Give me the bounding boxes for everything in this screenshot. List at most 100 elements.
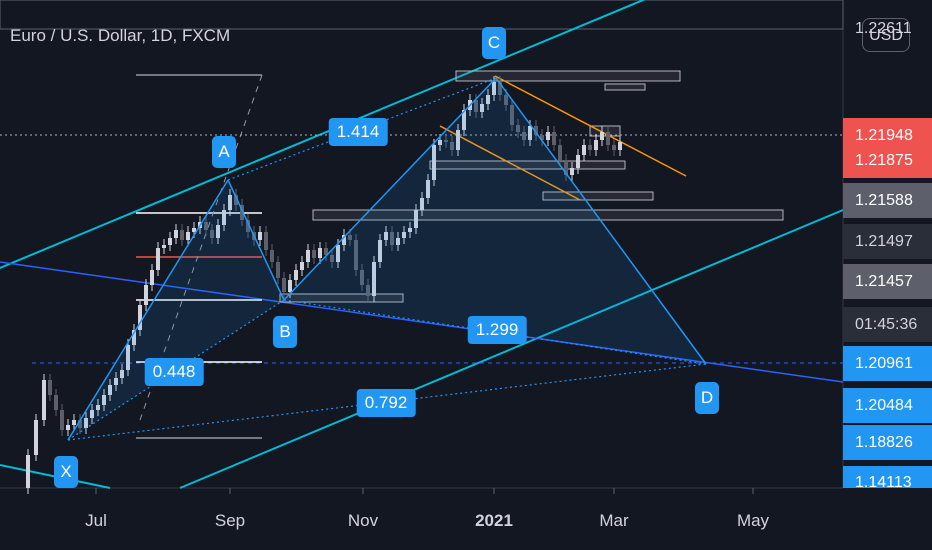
candle-body [594,140,598,150]
channel-lower-line [179,209,844,489]
candle-body [420,198,424,210]
candle-body [234,195,238,205]
candle-body [462,110,466,130]
candle-body [588,145,592,150]
candle-body [528,126,532,140]
candle-body [504,95,508,105]
candle-body [492,82,496,95]
pattern-triangle-bcd [284,78,706,364]
price-label: 1.18826 [843,425,932,460]
candle-body [276,262,280,278]
price-label: 01:45:36 [843,307,932,342]
ratio-line-bd [283,299,707,365]
candle-body [34,420,38,455]
candle-body [180,230,184,240]
candle-body [144,285,148,305]
currency-button[interactable]: USD [862,18,910,52]
candle-body [348,235,352,240]
top-band-box [0,0,844,30]
trend-line-orange-upper [494,75,687,177]
candle-body [396,238,400,245]
price-label: 1.21457 [843,264,932,299]
candle-body [534,126,538,135]
candle-body [474,100,478,112]
pattern-leg-cd [495,77,707,365]
pattern-triangle-xab [68,180,284,440]
candle-body [168,238,172,245]
pattern-point-x: X [54,456,78,488]
candle-body [372,262,376,296]
candle-body [552,132,556,145]
candle-body [108,385,112,395]
candle-body [408,228,412,232]
candle-body [66,425,70,430]
candle-body [132,330,136,345]
price-label-top-partial: 1.22611 [855,20,912,37]
candle-body [72,420,76,425]
candle-body [558,145,562,160]
candle-body [498,82,502,95]
x-tick-label: 2021 [475,511,513,530]
chart-title: Euro / U.S. Dollar, 1D, FXCM [10,26,231,45]
candle-body [366,285,370,296]
price-label-bottom-partial: 1.14113 [843,466,932,488]
pattern-point-a: A [212,136,236,168]
candle-body [612,145,616,150]
candle-body [288,280,292,292]
candle-body [450,142,454,150]
candle-body [78,420,82,428]
zone-c-top [455,70,681,82]
candle-body [60,410,64,430]
candle-body [174,230,178,238]
trend-line-through-b [0,261,844,383]
pattern-leg-ab [227,179,285,301]
candle-body [270,250,274,262]
pattern-point-c: C [482,27,506,59]
candle-body [102,395,106,405]
candle-body [570,168,574,175]
candle-body [606,132,610,145]
candle-body [360,270,364,285]
x-tick-label: Nov [347,511,379,530]
candle-body [522,132,526,140]
x-tick-label: Sep [214,511,246,530]
candle-body [354,240,358,270]
zone-mid-3 [542,191,654,201]
candle-body [26,455,30,488]
candle-body [42,380,46,420]
candle-body [324,248,328,255]
candle-body [162,245,166,248]
candle-body [90,410,94,418]
candle-body [336,245,340,262]
price-label: 1.21875 [843,143,932,178]
candle-body [294,270,298,280]
candle-body [330,255,334,262]
candle-body [546,132,550,140]
candle-body [456,130,460,150]
zone-small-1 [604,83,646,91]
pattern-leg-xa [67,179,229,441]
candle-body [516,125,520,132]
candle-body [582,145,586,155]
price-label: 1.20961 [843,346,932,381]
price-label: 1.21588 [843,183,932,218]
candle-body [264,232,268,250]
candle-body [84,418,88,428]
candle-body [486,95,490,104]
candle-body [126,345,130,370]
price-label: 1.21497 [843,224,932,259]
candle-body [318,248,322,258]
candle-body [96,405,100,410]
price-label: 1.20484 [843,388,932,423]
candle-body [510,105,514,125]
candle-body [342,235,346,245]
candle-body [120,370,124,378]
candle-body [432,145,436,180]
candle-body [150,270,154,285]
candle-body [402,232,406,238]
pattern-leg-bc [283,77,497,301]
candle-body [414,210,418,228]
candle-body [246,220,250,232]
